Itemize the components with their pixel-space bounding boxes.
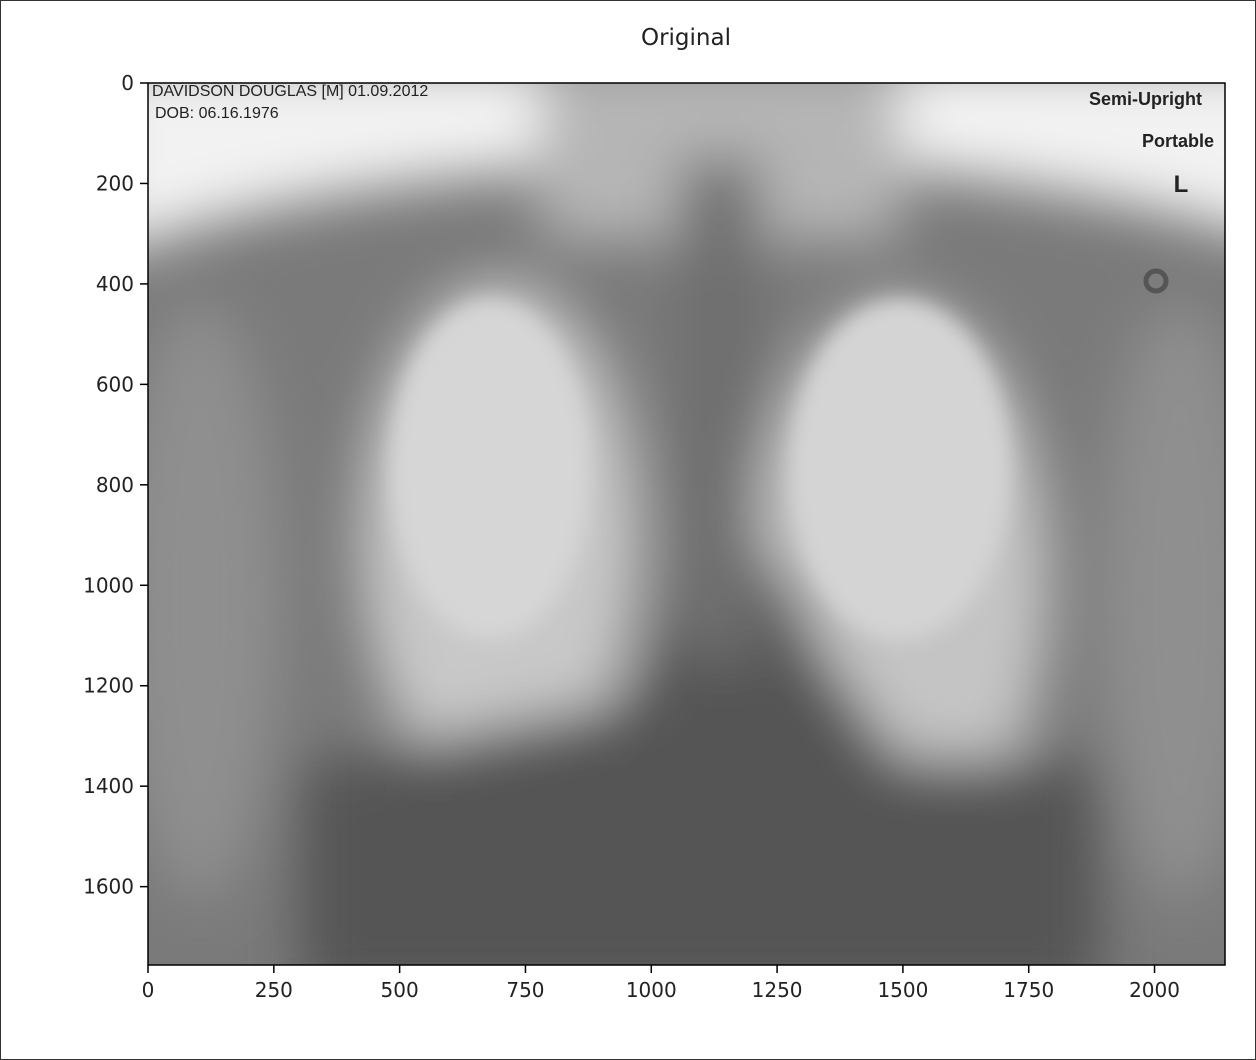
annotation: Portable (1142, 131, 1214, 151)
y-tick-label: 1400 (83, 774, 134, 798)
xray-image (148, 83, 1225, 965)
annotation: DOB: 06.16.1976 (155, 105, 279, 122)
x-tick-label: 1750 (1003, 978, 1054, 1002)
x-tick-label: 1500 (877, 978, 928, 1002)
y-tick-label: 1600 (83, 875, 134, 899)
annotation: L (1174, 171, 1189, 198)
y-tick-label: 400 (96, 272, 134, 296)
x-tick-label: 750 (506, 978, 544, 1002)
x-tick-label: 2000 (1129, 978, 1180, 1002)
x-tick-label: 0 (142, 978, 155, 1002)
y-tick-label: 800 (96, 473, 134, 497)
x-tick-label: 1250 (752, 978, 803, 1002)
annotation: DAVIDSON DOUGLAS [M] 01.09.2012 (152, 83, 428, 100)
y-tick-label: 600 (96, 372, 134, 396)
x-tick-label: 1000 (626, 978, 677, 1002)
plot-frame (147, 82, 1226, 966)
chart-title: Original (641, 25, 731, 51)
x-tick-label: 250 (255, 978, 293, 1002)
x-tick-label: 500 (381, 978, 419, 1002)
y-tick-label: 0 (121, 71, 134, 95)
y-tick-label: 1000 (83, 573, 134, 597)
annotation: Semi-Upright (1089, 89, 1202, 109)
y-tick-label: 1200 (83, 674, 134, 698)
y-tick-label: 200 (96, 171, 134, 195)
